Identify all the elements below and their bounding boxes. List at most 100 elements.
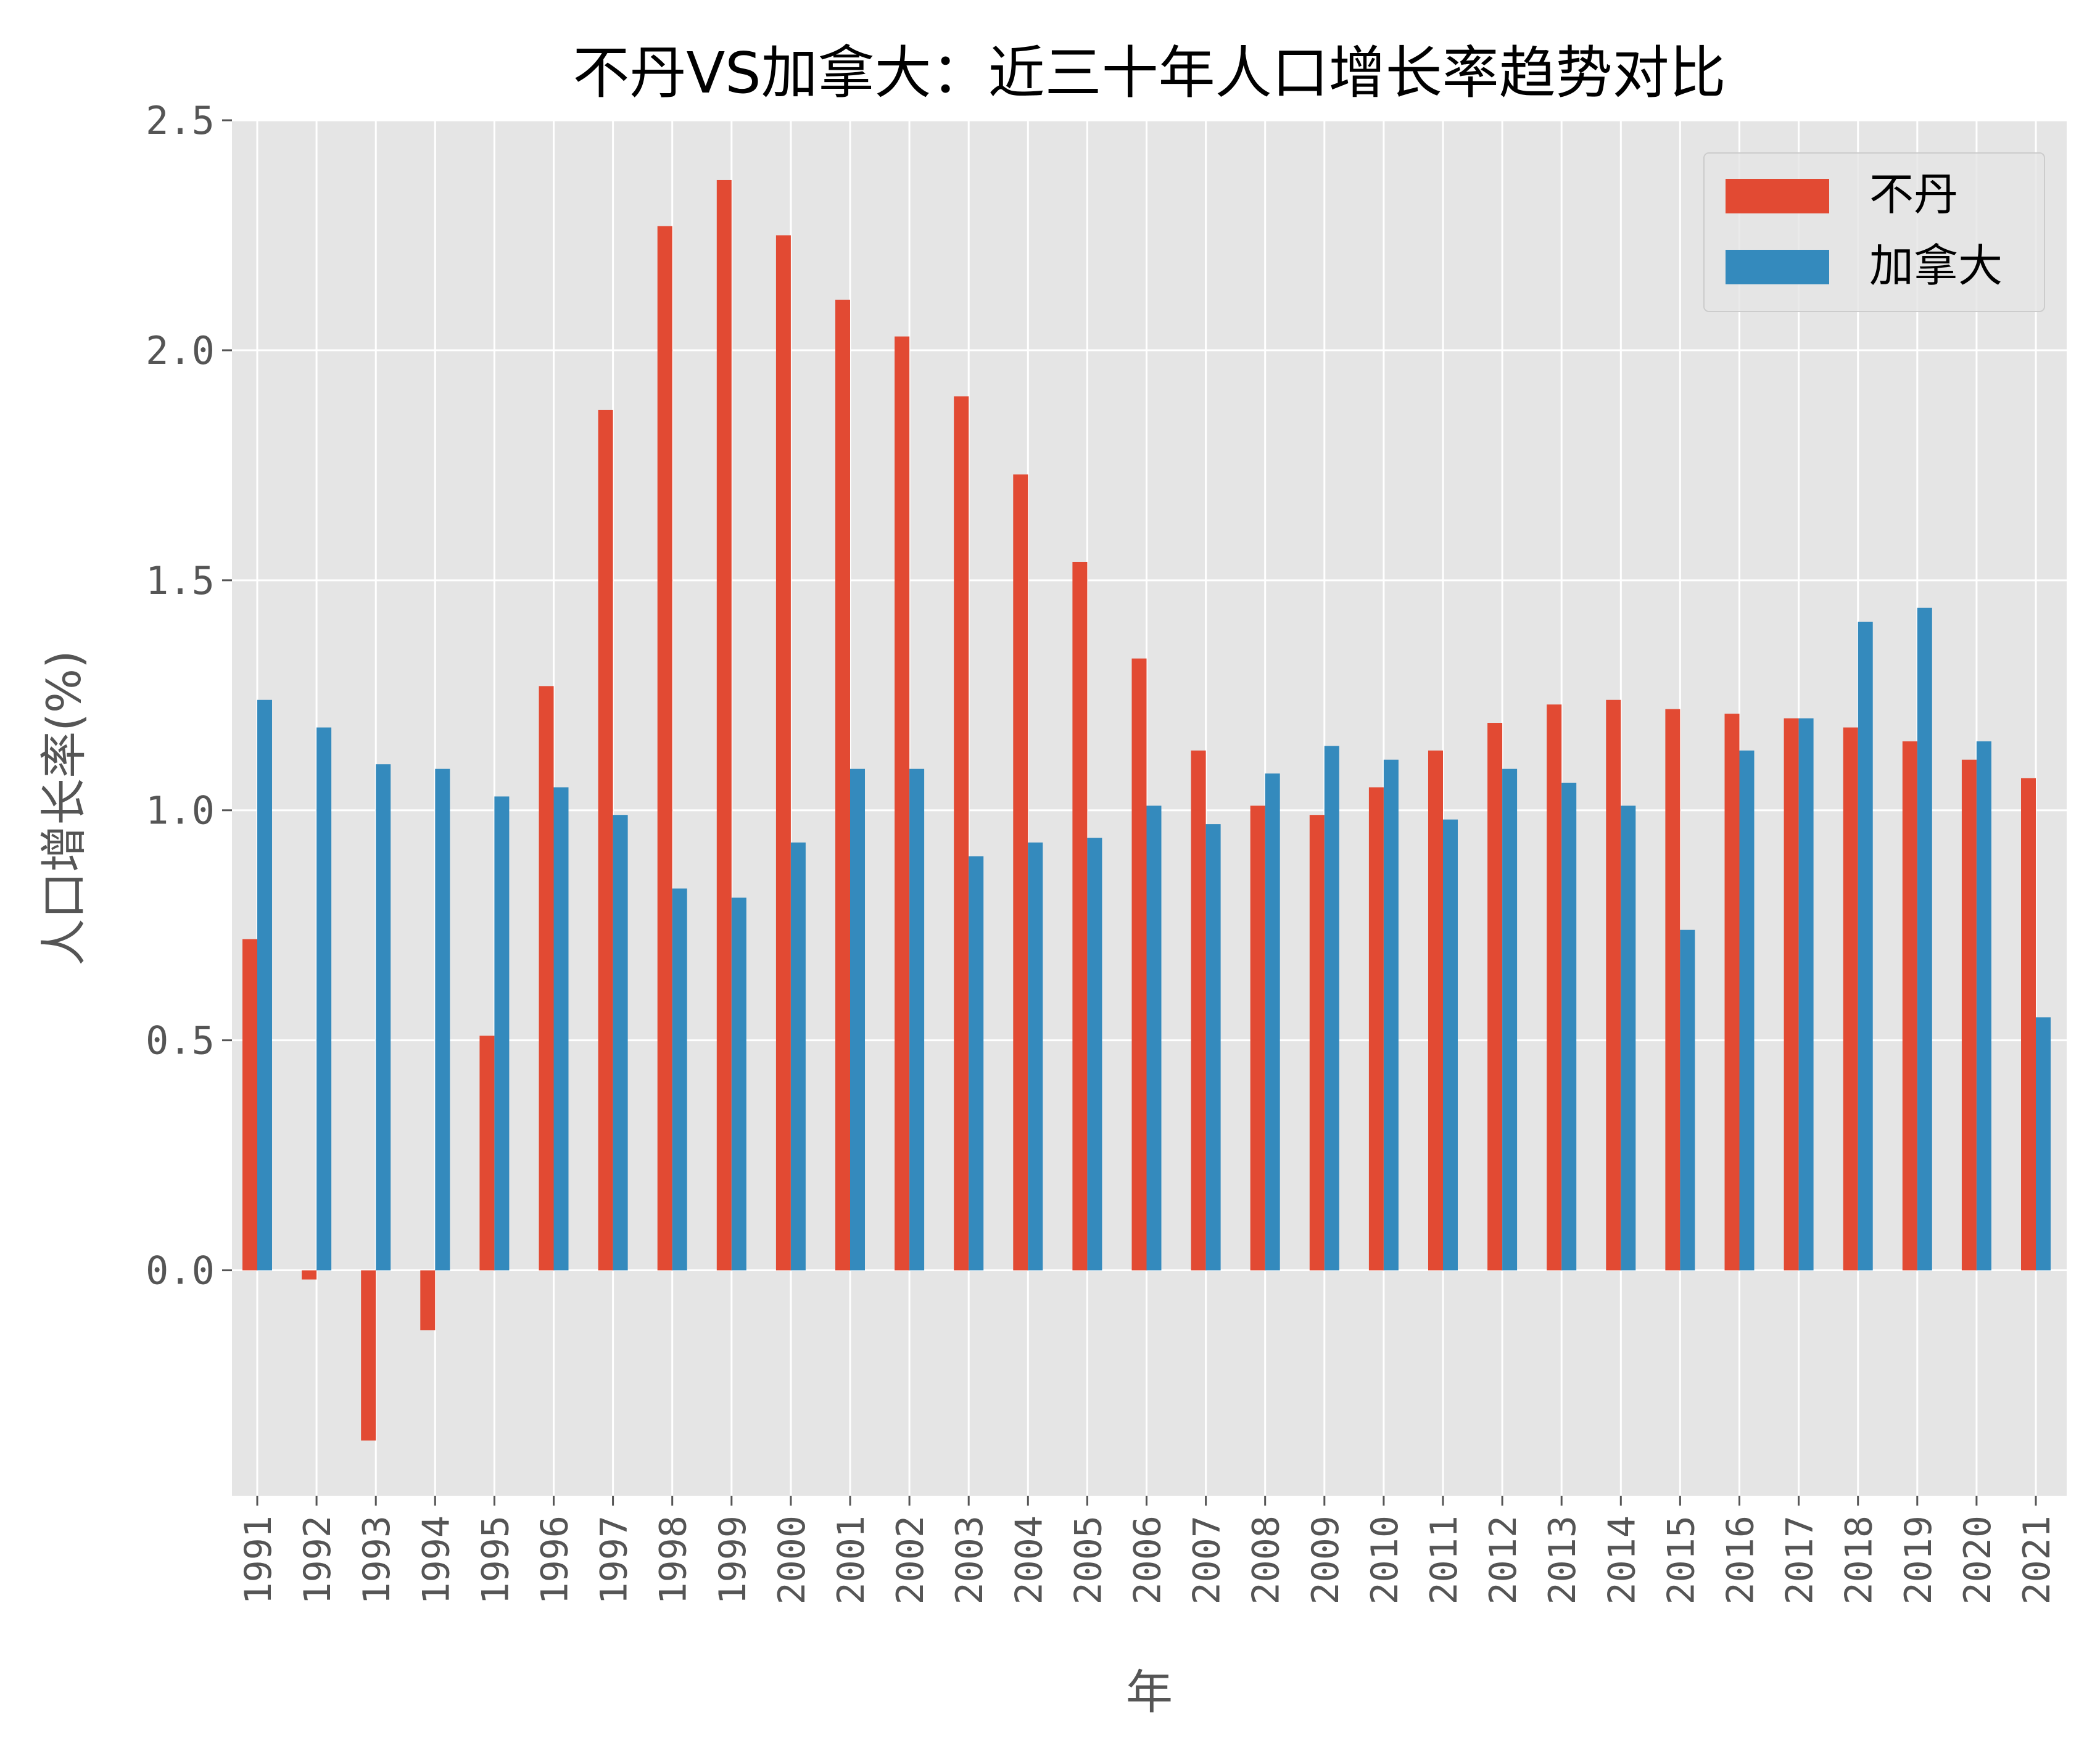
bar-bhutan-2013 — [1547, 704, 1562, 1271]
bar-bhutan-1994 — [420, 1270, 436, 1330]
bar-canada-2018 — [1858, 621, 1873, 1271]
x-tick-label: 2014 — [1600, 1515, 1643, 1605]
x-tick-label: 2007 — [1186, 1515, 1229, 1605]
bar-canada-2016 — [1739, 750, 1755, 1271]
x-tick-label: 2017 — [1779, 1515, 1822, 1605]
x-tick-label: 2013 — [1541, 1515, 1584, 1605]
bar-canada-2003 — [969, 856, 984, 1271]
bar-bhutan-2004 — [1013, 474, 1028, 1271]
bar-bhutan-2002 — [895, 336, 910, 1271]
bar-canada-2008 — [1265, 773, 1280, 1271]
y-tick-label: 2.0 — [146, 328, 215, 373]
legend: 不丹 加拿大 — [1703, 152, 2045, 312]
x-tick-label: 1997 — [593, 1515, 636, 1605]
bar-bhutan-2001 — [835, 299, 850, 1271]
x-tick-label: 2011 — [1423, 1515, 1466, 1605]
bar-bhutan-2014 — [1606, 699, 1621, 1271]
bar-bhutan-1993 — [361, 1270, 376, 1441]
bar-canada-2020 — [1976, 741, 1991, 1271]
bars — [242, 179, 2051, 1441]
legend-swatch-bhutan — [1726, 179, 1829, 213]
bar-canada-2019 — [1917, 608, 1932, 1271]
bar-bhutan-2011 — [1428, 750, 1443, 1271]
bar-bhutan-2009 — [1309, 815, 1325, 1271]
bar-bhutan-2015 — [1665, 709, 1680, 1271]
bar-canada-2015 — [1680, 930, 1695, 1271]
bar-bhutan-2007 — [1191, 750, 1206, 1271]
bar-canada-1997 — [613, 815, 628, 1271]
bar-canada-1999 — [731, 897, 746, 1271]
x-tick-label: 2012 — [1482, 1515, 1525, 1605]
bar-bhutan-2005 — [1072, 561, 1088, 1271]
bar-bhutan-2012 — [1487, 723, 1503, 1271]
x-tick-label: 2000 — [771, 1515, 814, 1605]
bar-bhutan-2000 — [775, 235, 791, 1271]
bar-bhutan-1995 — [479, 1036, 495, 1271]
bar-bhutan-2018 — [1843, 727, 1858, 1271]
bar-bhutan-1996 — [539, 686, 554, 1271]
bar-bhutan-2003 — [954, 396, 969, 1271]
x-tick-label: 1999 — [711, 1515, 754, 1605]
bar-canada-2000 — [790, 842, 806, 1271]
bar-canada-1996 — [553, 787, 569, 1271]
x-tick-label: 1991 — [237, 1515, 280, 1605]
x-tick-label: 2003 — [948, 1515, 991, 1605]
x-tick-label: 1995 — [474, 1515, 517, 1605]
bar-bhutan-2019 — [1902, 741, 1917, 1271]
legend-label-bhutan: 不丹 — [1869, 168, 1958, 220]
bar-canada-2011 — [1443, 819, 1458, 1271]
x-tick-label: 2019 — [1897, 1515, 1940, 1605]
x-tick-label: 1996 — [534, 1515, 577, 1605]
bar-bhutan-1998 — [657, 226, 672, 1271]
x-tick-label: 2010 — [1363, 1515, 1407, 1605]
bar-bhutan-2010 — [1368, 787, 1384, 1271]
x-tick-label: 1998 — [652, 1515, 695, 1605]
bar-canada-2010 — [1383, 759, 1399, 1271]
bar-canada-2014 — [1621, 806, 1636, 1271]
y-axis-label: 人口增长率(%) — [36, 650, 91, 966]
chart-title: 不丹VS加拿大：近三十年人口增长率趋势对比 — [573, 40, 1726, 106]
legend-label-canada: 加拿大 — [1869, 240, 2003, 292]
x-axis-label: 年 — [1126, 1665, 1173, 1720]
x-tick-label: 2020 — [1956, 1515, 1999, 1605]
bar-canada-1992 — [316, 727, 332, 1271]
bar-canada-2021 — [2036, 1017, 2051, 1271]
bar-bhutan-2006 — [1131, 658, 1147, 1271]
bar-bhutan-2020 — [1961, 759, 1977, 1271]
bar-canada-1995 — [494, 796, 510, 1271]
x-tick-label: 2004 — [1007, 1515, 1051, 1605]
bar-bhutan-1992 — [302, 1270, 317, 1280]
bar-bhutan-1991 — [242, 939, 257, 1271]
x-tick-label: 2018 — [1838, 1515, 1881, 1605]
y-tick-label: 1.5 — [146, 558, 215, 603]
x-tick-label: 2005 — [1067, 1515, 1110, 1605]
x-tick-label: 2002 — [889, 1515, 932, 1605]
bar-bhutan-2017 — [1784, 718, 1799, 1271]
x-tick-label: 2008 — [1245, 1515, 1288, 1605]
x-tick-label: 2001 — [830, 1515, 873, 1605]
x-tick-label: 2009 — [1304, 1515, 1347, 1605]
x-tick-label: 2016 — [1719, 1515, 1763, 1605]
bar-canada-1998 — [672, 888, 687, 1271]
x-tick-label: 2015 — [1660, 1515, 1703, 1605]
y-tick-label: 2.5 — [146, 98, 215, 143]
bar-bhutan-1997 — [598, 410, 613, 1271]
bar-canada-2001 — [850, 769, 865, 1271]
y-tick-label: 0.5 — [146, 1018, 215, 1063]
bar-bhutan-2016 — [1724, 714, 1740, 1271]
bar-canada-2004 — [1028, 842, 1043, 1271]
x-tick-label: 2006 — [1126, 1515, 1170, 1605]
x-tick-label: 1994 — [415, 1515, 458, 1605]
y-tick-label: 0.0 — [146, 1248, 215, 1293]
bar-canada-2007 — [1205, 824, 1221, 1271]
x-tick-label: 2021 — [2015, 1515, 2059, 1605]
bar-canada-1991 — [257, 699, 272, 1271]
bar-canada-1993 — [376, 764, 391, 1271]
axis-ticks: 0.0 0.5 1.0 1.5 2.0 2.5 1991 1992 1993 1994 1995 19… — [146, 98, 2059, 1605]
bar-canada-2009 — [1324, 746, 1339, 1271]
bar-bhutan-2008 — [1250, 806, 1265, 1271]
bar-canada-2005 — [1087, 838, 1102, 1271]
bar-canada-2002 — [909, 769, 925, 1271]
